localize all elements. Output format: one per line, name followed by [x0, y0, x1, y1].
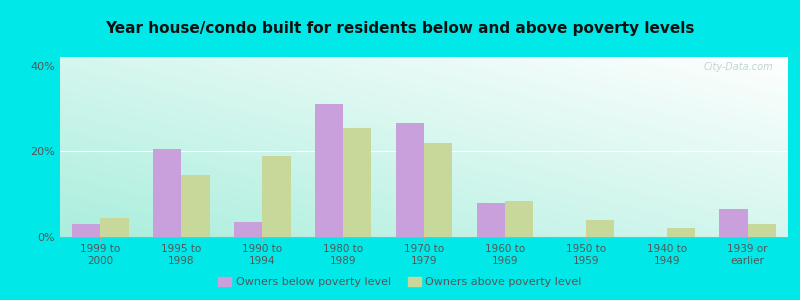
Bar [424, 143, 452, 237]
Bar [182, 175, 210, 237]
Bar [153, 149, 182, 237]
Bar [586, 220, 614, 237]
Bar [315, 104, 343, 237]
Bar [72, 224, 101, 237]
Text: City-Data.com: City-Data.com [704, 62, 774, 72]
Bar [101, 218, 129, 237]
Bar [396, 123, 424, 237]
Bar [477, 203, 505, 237]
Legend: Owners below poverty level, Owners above poverty level: Owners below poverty level, Owners above… [214, 272, 586, 291]
Bar [234, 222, 262, 237]
Text: Year house/condo built for residents below and above poverty levels: Year house/condo built for residents bel… [106, 21, 694, 36]
Bar [343, 128, 371, 237]
Bar [747, 224, 776, 237]
Bar [719, 209, 747, 237]
Bar [666, 228, 695, 237]
Bar [262, 156, 290, 237]
Bar [505, 201, 534, 237]
